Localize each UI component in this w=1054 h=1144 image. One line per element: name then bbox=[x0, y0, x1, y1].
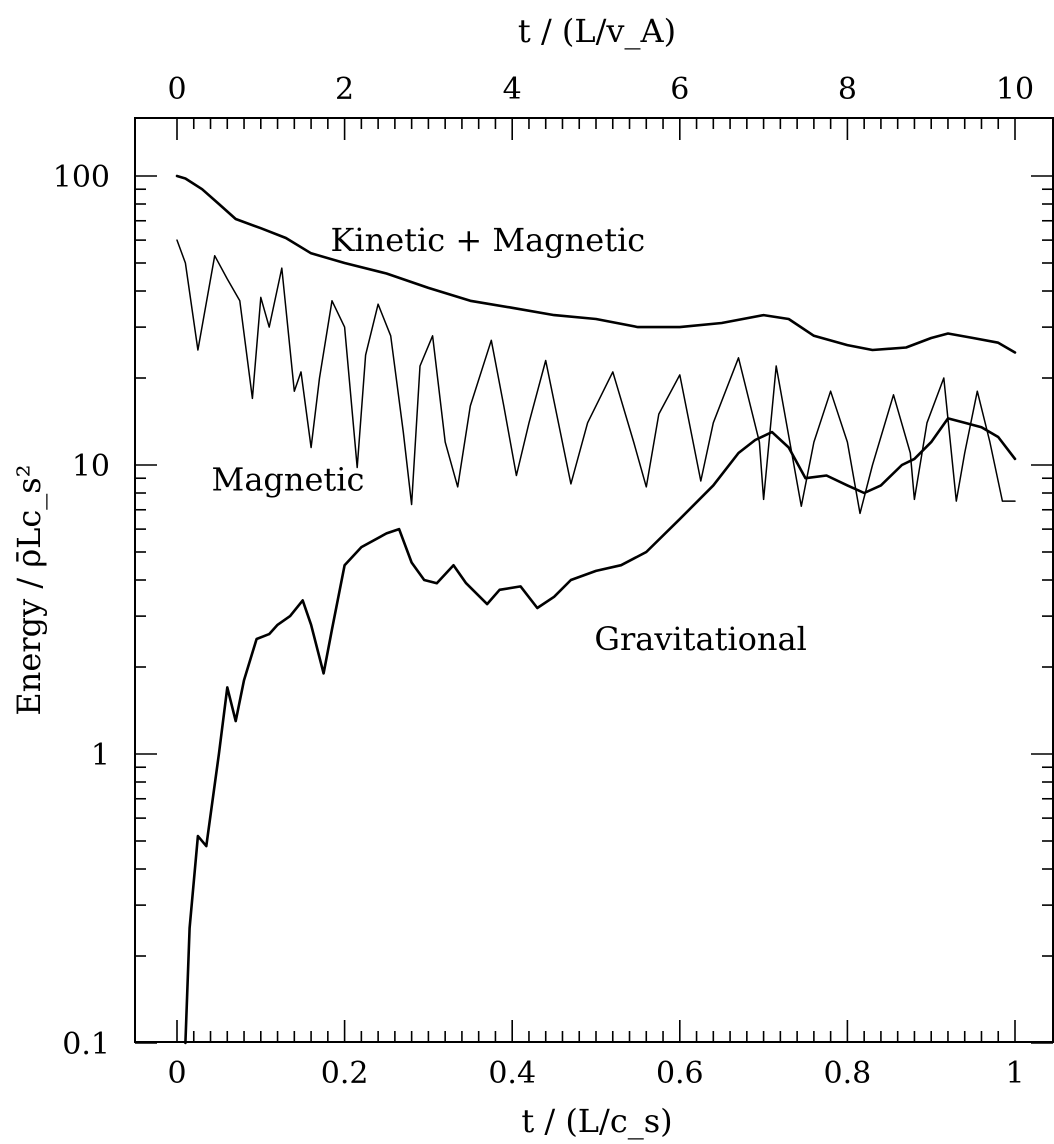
x-tick-label-top: 8 bbox=[838, 72, 857, 107]
x-tick-label-bottom: 0.4 bbox=[488, 1056, 536, 1091]
x-tick-label-top: 6 bbox=[670, 72, 689, 107]
x-tick-label-bottom: 0.6 bbox=[656, 1056, 704, 1091]
x-axis-title-top: t / (L/v_A) bbox=[518, 12, 676, 50]
y-tick-label: 0.1 bbox=[62, 1027, 110, 1062]
y-tick-label: 100 bbox=[53, 160, 110, 195]
annotation-label: Gravitational bbox=[594, 620, 806, 658]
x-axis-title-bottom: t / (L/c_s) bbox=[521, 1102, 672, 1140]
x-tick-label-bottom: 0.8 bbox=[824, 1056, 872, 1091]
series-kinetic-magnetic bbox=[175, 174, 1017, 354]
x-tick-label-bottom: 0.2 bbox=[321, 1056, 369, 1091]
x-tick-label-top: 10 bbox=[996, 72, 1034, 107]
x-tick-label-top: 2 bbox=[335, 72, 354, 107]
y-tick-label: 10 bbox=[72, 449, 110, 484]
x-tick-label-bottom: 0 bbox=[167, 1056, 186, 1091]
y-axis-title: Energy / ρ̄Lc_s² bbox=[10, 464, 48, 715]
annotation-label: Magnetic bbox=[212, 461, 365, 499]
series-gravitational bbox=[184, 417, 1017, 1045]
x-tick-label-bottom: 1 bbox=[1005, 1056, 1024, 1091]
annotations-layer: Kinetic + Magnetic Magnetic Gravitational bbox=[212, 221, 807, 658]
x-tick-label-top: 4 bbox=[503, 72, 522, 107]
series-magnetic bbox=[176, 239, 1016, 515]
x-tick-label-top: 0 bbox=[167, 72, 186, 107]
y-tick-label: 1 bbox=[91, 738, 110, 773]
annotation-label: Kinetic + Magnetic bbox=[330, 221, 645, 259]
plot-frame bbox=[134, 117, 1054, 1043]
series-layer bbox=[175, 174, 1017, 1045]
